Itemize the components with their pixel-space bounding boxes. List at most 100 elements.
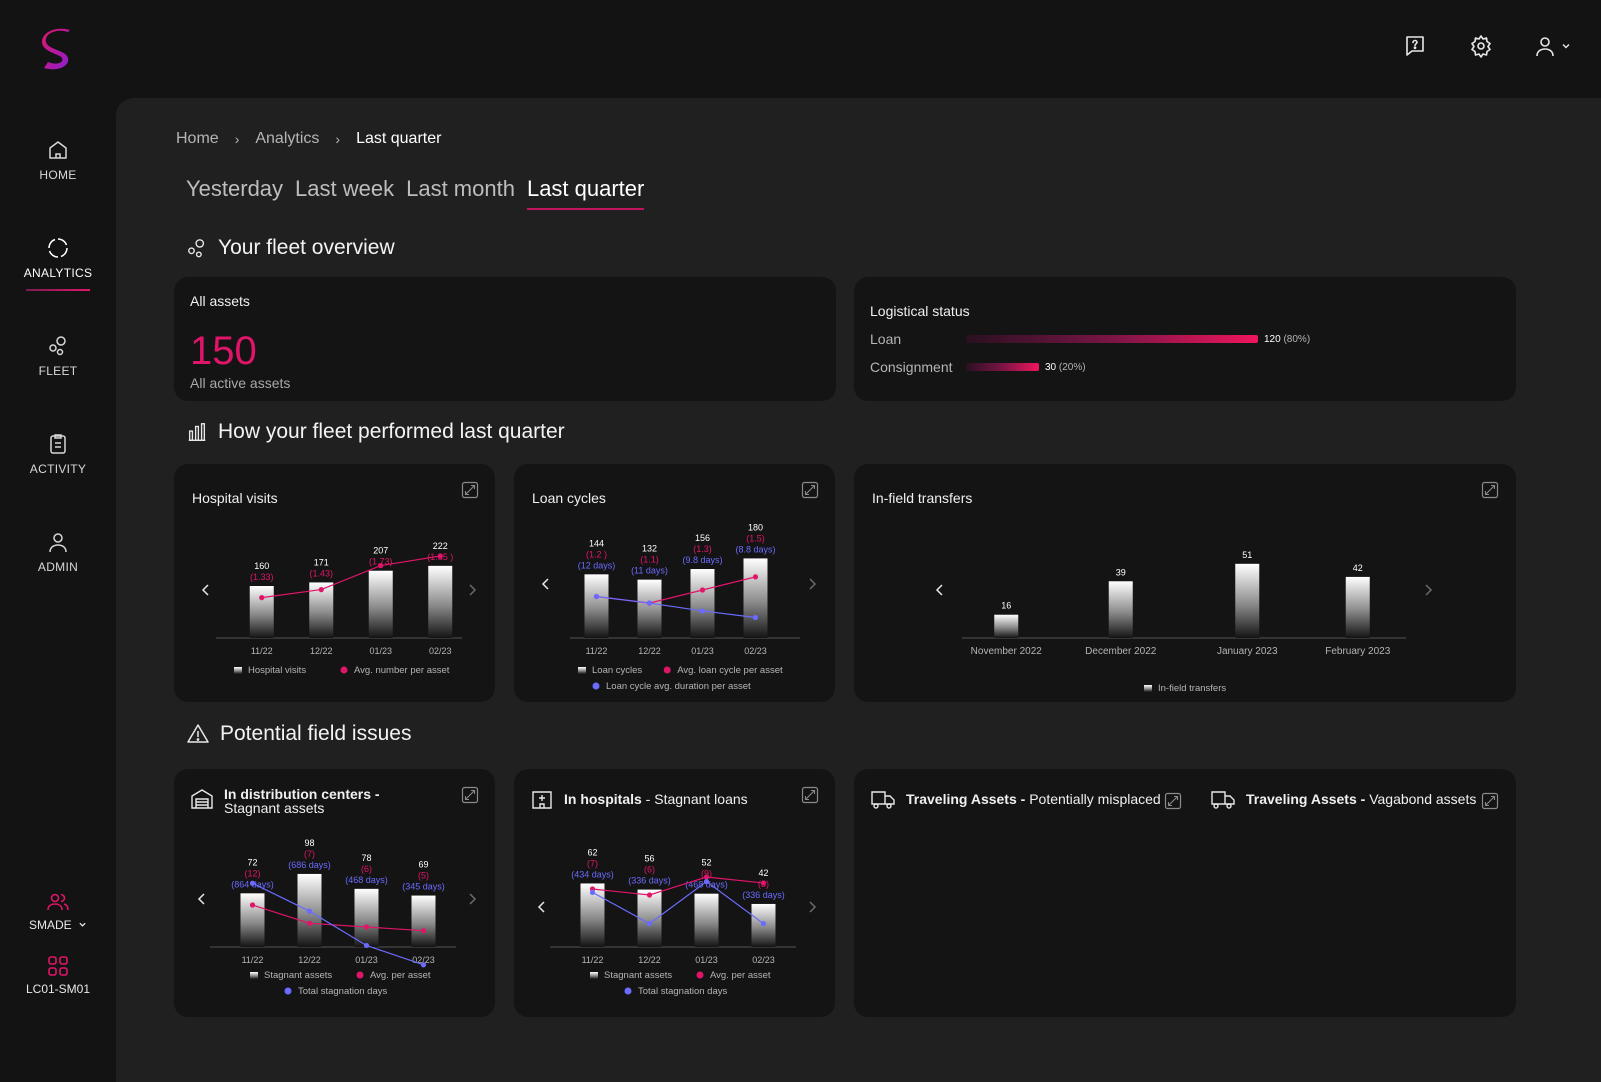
expand-icon[interactable]: [1481, 792, 1499, 810]
status-pct: (20%): [1058, 361, 1086, 373]
legend-swatch: [356, 971, 364, 979]
bar: [240, 893, 265, 947]
all-assets-value: 150: [190, 329, 257, 373]
sidebar-item-admin[interactable]: ADMIN: [0, 530, 116, 576]
series-point: [249, 902, 256, 908]
brand-logo[interactable]: [38, 28, 78, 74]
chevron-left-icon[interactable]: [201, 584, 209, 596]
x-tick-label: 11/22: [251, 646, 273, 656]
series-value-label: (434 days): [571, 869, 614, 879]
bar: [428, 565, 453, 638]
section-title-text: Your fleet overview: [218, 236, 395, 259]
x-tick-label: 11/22: [582, 955, 604, 965]
series-value-label: (686 days): [288, 860, 331, 870]
site-switcher[interactable]: LC01-SM01: [0, 954, 116, 996]
series-point: [589, 889, 596, 895]
series-line: [596, 595, 756, 619]
x-tick-label: 12/22: [310, 646, 333, 656]
chevron-left-icon[interactable]: [537, 901, 545, 913]
sidebar-item-analytics[interactable]: ANALYTICS: [0, 236, 116, 291]
breadcrumb-home[interactable]: Home: [176, 130, 219, 147]
series-value-label: (6): [361, 864, 372, 874]
status-count: 120: [1264, 333, 1281, 345]
x-tick-label: 11/22: [586, 646, 608, 656]
expand-icon[interactable]: [461, 786, 479, 804]
period-tabs: Yesterday Last week Last month Last quar…: [186, 176, 645, 210]
legend-label: Stagnant assets: [604, 970, 672, 981]
status-row-consignment: Consignment 30 (20%): [870, 359, 1086, 375]
x-tick-label: 02/23: [752, 955, 775, 965]
series-point: [752, 614, 759, 621]
tab-last-week[interactable]: Last week: [295, 176, 395, 201]
series-point: [420, 962, 427, 968]
chevron-left-icon[interactable]: [197, 893, 205, 905]
section-performance-title: How your fleet performed last quarter: [186, 420, 565, 444]
tab-last-quarter[interactable]: Last quarter: [526, 176, 645, 210]
card-title: Loan cycles: [532, 490, 606, 506]
series-value-label: (11 days): [631, 566, 668, 576]
card-title: Hospital visits: [192, 490, 278, 506]
sidebar-item-activity[interactable]: ACTIVITY: [0, 432, 116, 478]
chevron-left-icon[interactable]: [935, 584, 943, 596]
card-title-misplaced: Traveling Assets - Potentially misplaced: [870, 787, 1161, 811]
series-value-label: (8.8 days): [735, 544, 775, 554]
legend-label: Avg. loan cycle per asset: [677, 665, 783, 676]
chart-canvas: 16 November 2022 39 December 2022 51 January …: [935, 550, 1433, 694]
card-title: In distribution centers - Stagnant assets: [190, 787, 380, 815]
x-tick-label: January 2023: [1217, 646, 1278, 657]
expand-icon[interactable]: [801, 481, 819, 499]
sidebar-item-home[interactable]: HOME: [0, 138, 116, 184]
chevron-right-icon[interactable]: [1425, 584, 1433, 596]
x-tick-label: 02/23: [744, 646, 767, 656]
chevron-left-icon[interactable]: [541, 578, 549, 590]
x-tick-label: 01/23: [369, 646, 392, 656]
expand-icon[interactable]: [1481, 481, 1499, 499]
site-name: LC01-SM01: [25, 982, 91, 996]
series-point: [363, 942, 370, 949]
org-switcher[interactable]: SMADE: [0, 890, 116, 932]
tab-last-month[interactable]: Last month: [406, 176, 515, 201]
status-name: Loan: [870, 331, 902, 347]
series-value-label: (1.3): [693, 544, 712, 554]
chart-canvas: (1.33)160 11/22 (1.43)171 12/22 (1.73)207 01/…: [201, 541, 477, 676]
bar: [694, 893, 719, 947]
bar-value-label: 69: [418, 860, 428, 870]
help-chat-icon[interactable]: [1401, 32, 1429, 60]
series-point: [699, 608, 706, 614]
warning-icon: [187, 724, 209, 743]
chevron-right-icon[interactable]: [809, 578, 817, 590]
bar: [354, 888, 379, 947]
issue-title-bold: Traveling Assets -: [1246, 791, 1366, 807]
chevron-down-icon: [1562, 44, 1570, 49]
chevron-right-icon[interactable]: [809, 901, 817, 913]
all-assets-subtitle: All active assets: [190, 375, 291, 391]
tab-yesterday[interactable]: Yesterday: [186, 176, 284, 201]
breadcrumb-analytics[interactable]: Analytics: [255, 130, 320, 147]
sidebar-item-label: ADMIN: [37, 560, 79, 574]
admin-icon: [49, 533, 67, 553]
expand-icon[interactable]: [1164, 792, 1182, 810]
series-point: [703, 878, 710, 885]
bar-value-label: 78: [361, 853, 371, 863]
legend-swatch: [590, 972, 598, 979]
sidebar-item-fleet[interactable]: FLEET: [0, 334, 116, 380]
issue-title-rest: Vagabond assets: [1365, 791, 1477, 807]
series-point: [306, 908, 313, 914]
series-value-label: (5): [418, 871, 429, 881]
legend-label: Avg. number per asset: [354, 665, 450, 676]
bar: [637, 889, 662, 947]
chevron-right-icon: ›: [335, 131, 341, 147]
x-tick-label: 02/23: [412, 955, 435, 965]
expand-icon[interactable]: [461, 481, 479, 499]
chevron-right-icon[interactable]: [469, 584, 477, 596]
gear-icon[interactable]: [1467, 32, 1495, 60]
user-menu[interactable]: [1533, 34, 1571, 58]
series-point: [646, 921, 653, 927]
expand-icon[interactable]: [801, 786, 819, 804]
series-value-label: (1.1): [640, 555, 659, 565]
series-point: [420, 928, 427, 934]
card-title: In hospitals - Stagnant loans: [530, 787, 748, 811]
series-point: [249, 880, 256, 886]
issue-title-rest: - Stagnant loans: [641, 791, 748, 807]
chevron-right-icon[interactable]: [469, 893, 477, 905]
